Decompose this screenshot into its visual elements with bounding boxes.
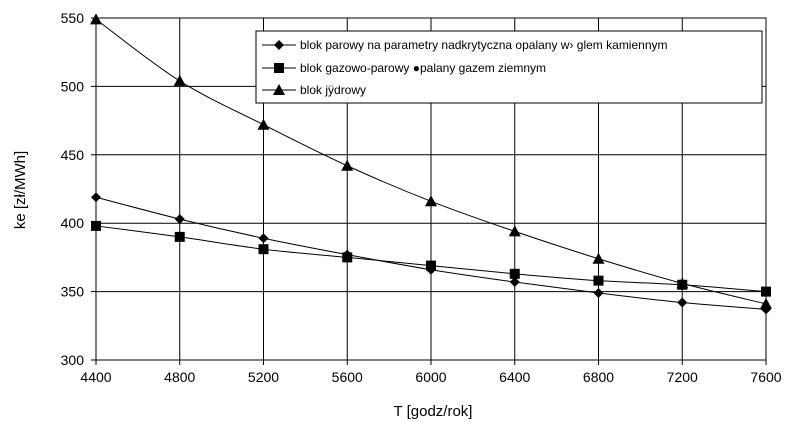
x-tick-label: 6000 bbox=[415, 369, 446, 385]
data-point-triangle bbox=[257, 118, 270, 130]
data-point-triangle bbox=[341, 159, 354, 171]
series-triangle bbox=[90, 13, 772, 309]
data-point-square bbox=[342, 252, 353, 263]
x-tick-label: 7200 bbox=[667, 369, 698, 385]
y-tick-label: 300 bbox=[61, 352, 85, 368]
data-point-square bbox=[426, 260, 436, 271]
x-tick-label: 6800 bbox=[583, 369, 614, 385]
data-point-triangle bbox=[676, 277, 689, 289]
y-tick-label: 450 bbox=[61, 147, 85, 163]
legend-box bbox=[255, 30, 763, 104]
x-tick-label: 5600 bbox=[332, 369, 363, 385]
x-axis-label: T [godz/rok] bbox=[394, 403, 473, 420]
tick-labels: 4400 4800 5200 5600 6000 6400 6800 7200 7600 300 3… bbox=[61, 10, 782, 385]
legend-label: blok parowy na parametry nadkrytyczna op… bbox=[300, 38, 668, 52]
legend-label: blok jÿdrowy bbox=[300, 83, 366, 97]
legend: blok parowy na parametry nadkrytyczna op… bbox=[255, 30, 763, 104]
series-group bbox=[90, 13, 772, 315]
data-point-triangle bbox=[592, 252, 605, 264]
data-point-square bbox=[509, 268, 520, 279]
y-tick-label: 350 bbox=[61, 284, 85, 300]
legend-marker-square bbox=[274, 63, 284, 73]
x-tick-label: 7600 bbox=[750, 369, 781, 385]
legend-marker-triangle bbox=[273, 84, 285, 95]
x-tick-label: 4800 bbox=[164, 369, 195, 385]
x-tick-label: 6400 bbox=[499, 369, 530, 385]
data-point-diamond bbox=[509, 277, 520, 288]
data-point-triangle bbox=[508, 225, 521, 237]
y-axis-label: ke [zł/MWh] bbox=[12, 151, 29, 229]
data-point-square bbox=[761, 286, 771, 297]
data-point-triangle bbox=[90, 13, 102, 25]
data-point-square bbox=[258, 244, 269, 255]
data-point-triangle bbox=[760, 297, 772, 309]
y-tick-label: 550 bbox=[61, 10, 85, 26]
data-point-diamond bbox=[258, 233, 269, 244]
data-point-square bbox=[174, 231, 185, 242]
x-tick-label: 4400 bbox=[80, 369, 111, 385]
data-point-square bbox=[593, 275, 604, 286]
data-point-triangle bbox=[173, 74, 186, 86]
legend-label: blok gazowo-parowy ●palany gazem ziemnym bbox=[300, 61, 546, 75]
legend-marker-diamond bbox=[274, 40, 284, 50]
data-point-diamond bbox=[91, 192, 101, 203]
data-point-diamond bbox=[174, 214, 185, 225]
y-tick-label: 400 bbox=[61, 215, 85, 231]
data-point-square bbox=[91, 220, 101, 231]
y-tick-label: 500 bbox=[61, 78, 85, 94]
data-point-diamond bbox=[593, 287, 604, 298]
data-point-diamond bbox=[677, 297, 688, 308]
data-point-triangle bbox=[425, 195, 437, 207]
x-tick-label: 5200 bbox=[248, 369, 279, 385]
